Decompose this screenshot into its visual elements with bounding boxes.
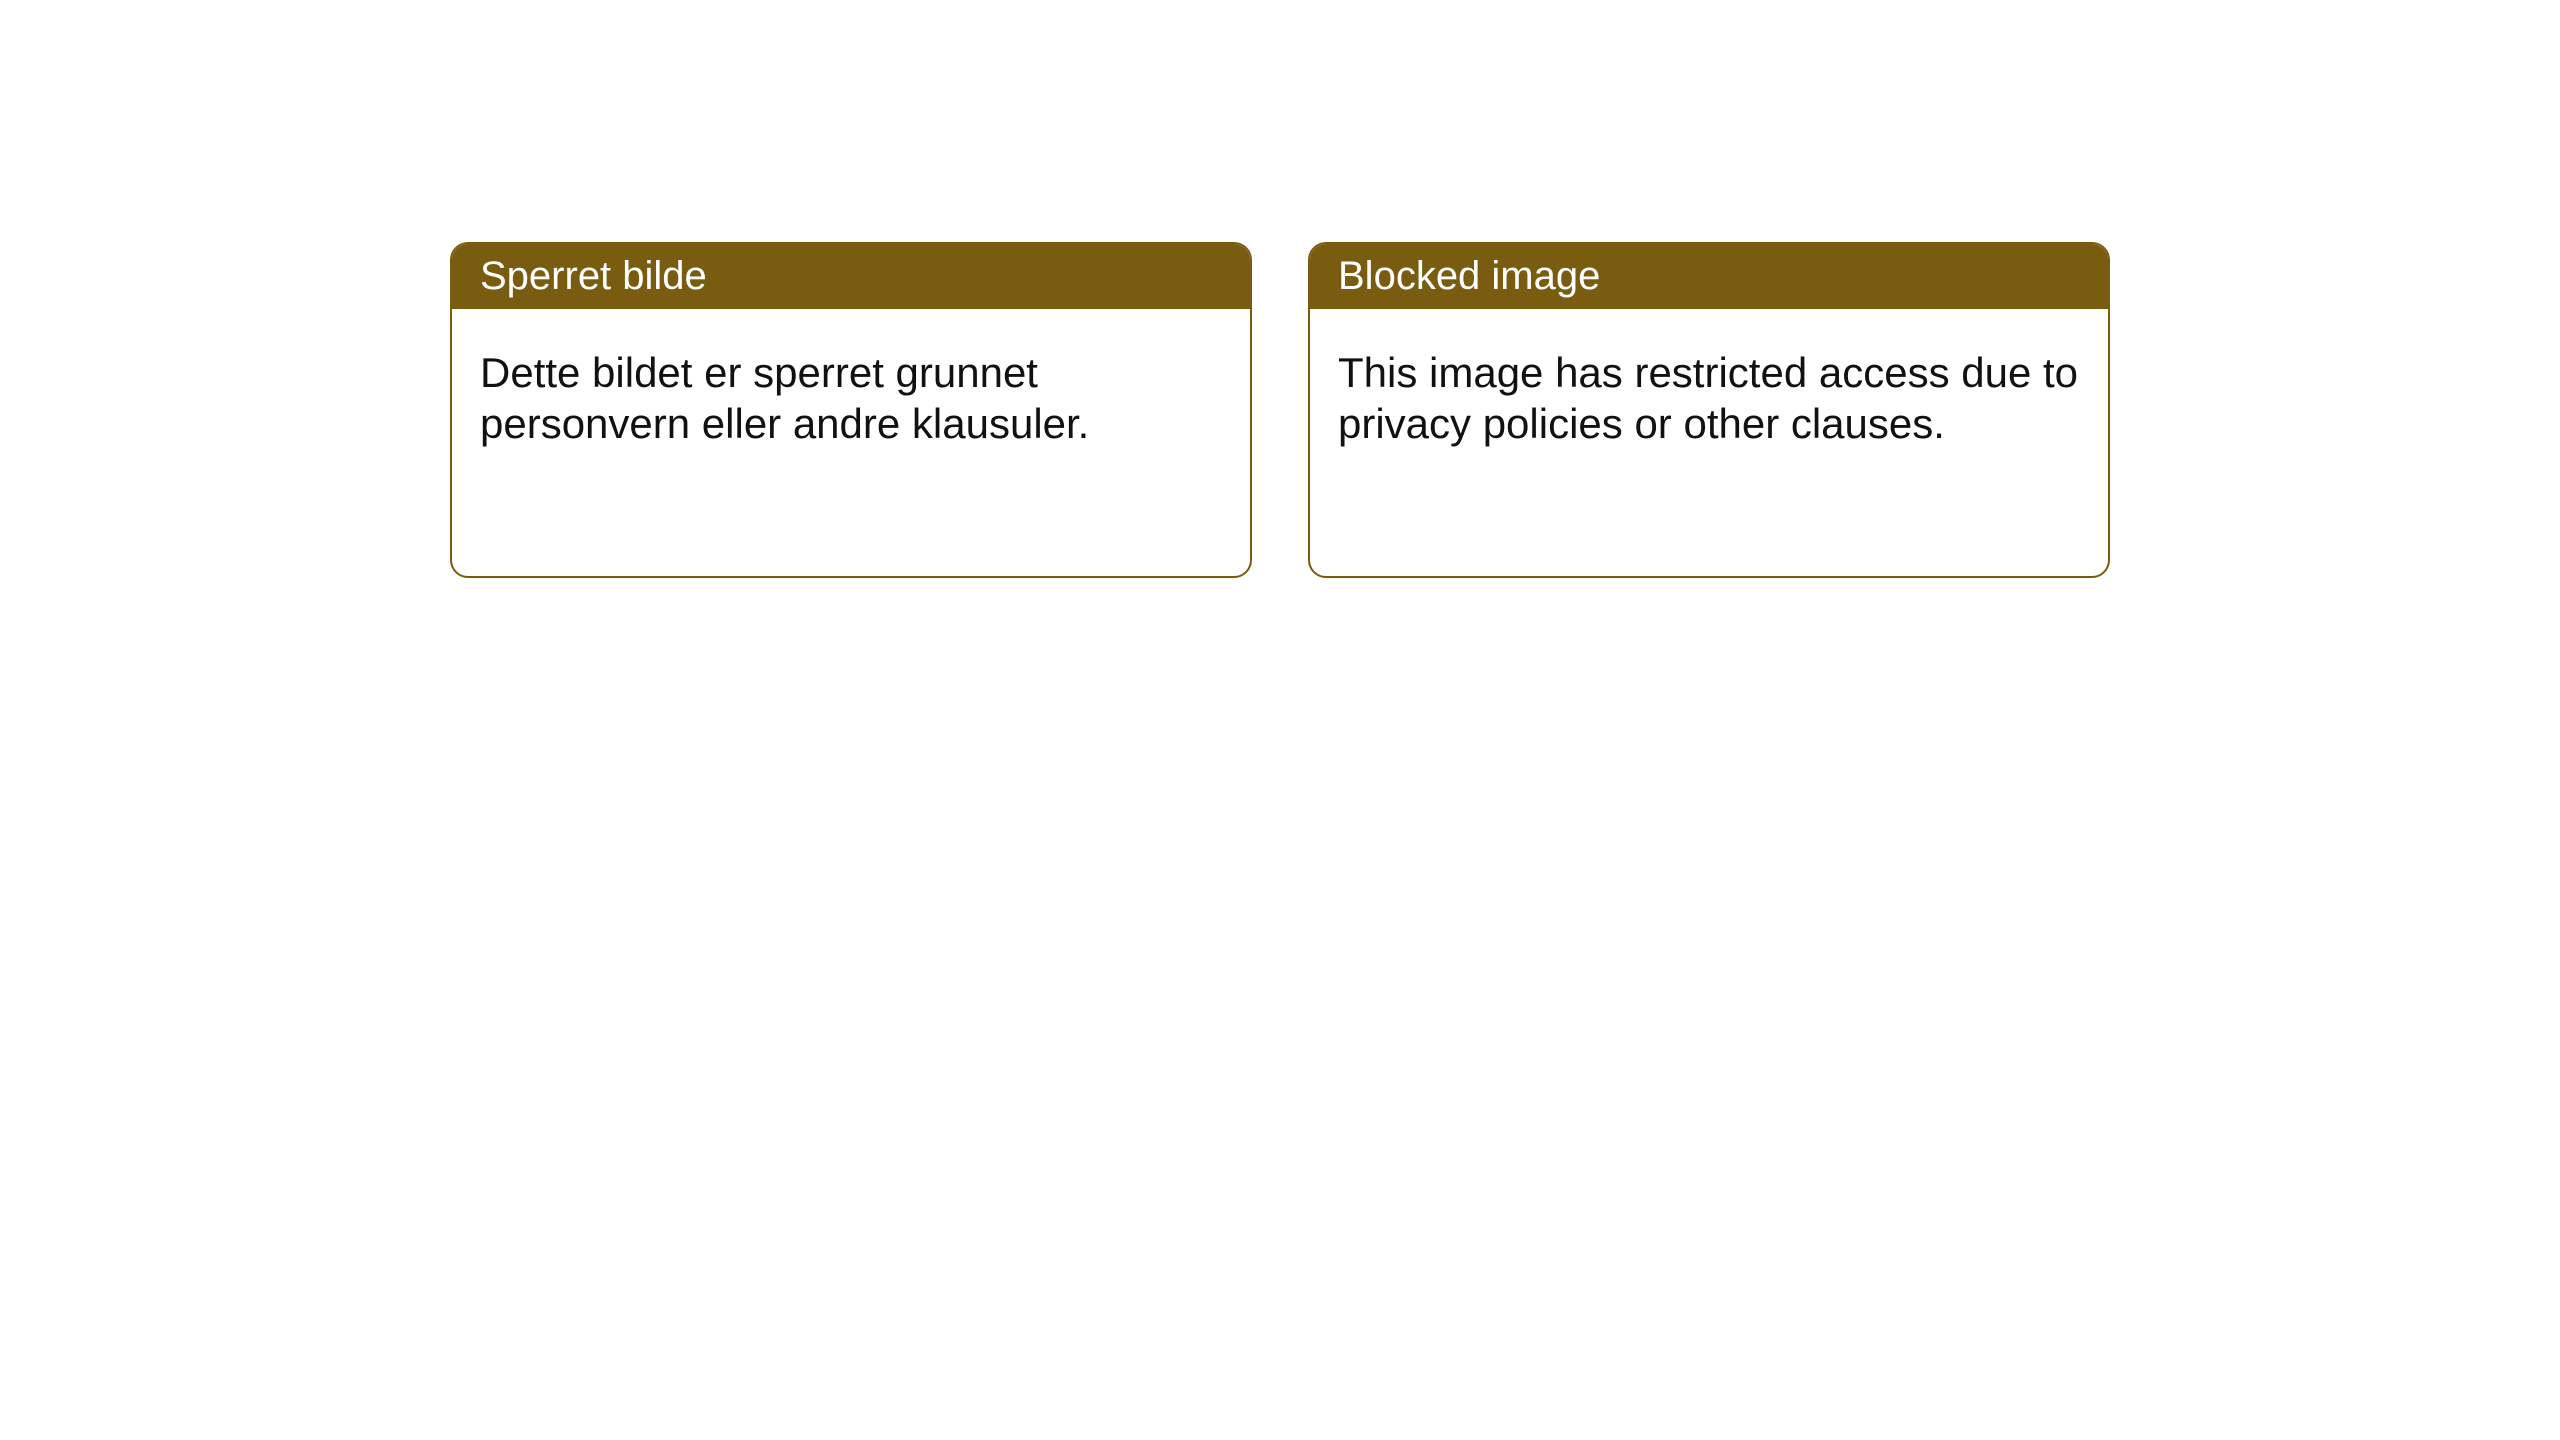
card-header: Blocked image [1310, 244, 2108, 309]
blocked-image-card-no: Sperret bilde Dette bildet er sperret gr… [450, 242, 1252, 578]
card-body-text: This image has restricted access due to … [1338, 349, 2078, 447]
card-title: Blocked image [1338, 254, 1600, 298]
card-body-text: Dette bildet er sperret grunnet personve… [480, 349, 1089, 447]
card-body: Dette bildet er sperret grunnet personve… [452, 309, 1250, 487]
card-header: Sperret bilde [452, 244, 1250, 309]
blocked-image-card-en: Blocked image This image has restricted … [1308, 242, 2110, 578]
card-body: This image has restricted access due to … [1310, 309, 2108, 487]
notice-container: Sperret bilde Dette bildet er sperret gr… [0, 0, 2560, 578]
card-title: Sperret bilde [480, 254, 707, 298]
